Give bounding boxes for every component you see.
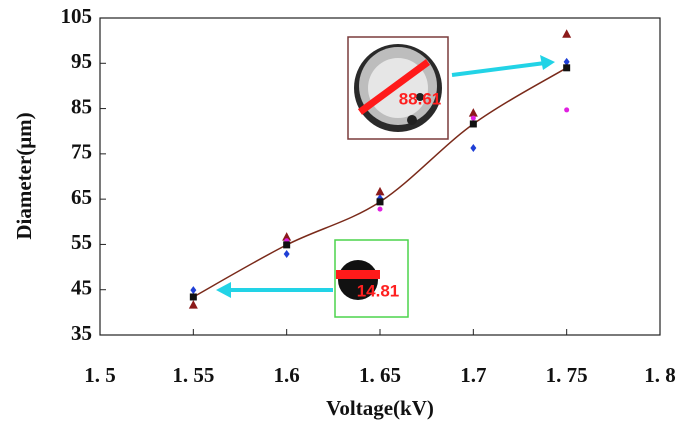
x-tick-label: 1. 5 bbox=[84, 363, 116, 387]
x-axis-title: Voltage(kV) bbox=[326, 396, 434, 420]
chart: Voltage(kV) Diameter(μm) 35 45 55 65 75 85 95 1… bbox=[0, 0, 699, 426]
inset-image-small bbox=[335, 240, 408, 317]
triangle-marker bbox=[189, 300, 198, 309]
x-tick-label: 1. 75 bbox=[546, 363, 588, 387]
y-axis-title: Diameter(μm) bbox=[12, 112, 36, 239]
triangle-marker bbox=[376, 187, 385, 196]
y-tick-label: 95 bbox=[71, 49, 92, 73]
x-tick-label: 1. 8 bbox=[644, 363, 676, 387]
x-tick-label: 1. 55 bbox=[172, 363, 214, 387]
square-marker bbox=[190, 293, 197, 300]
y-tick-label: 45 bbox=[71, 276, 92, 300]
arrow bbox=[452, 55, 555, 75]
circle-marker bbox=[564, 107, 569, 112]
square-marker bbox=[283, 241, 290, 248]
diamond-marker bbox=[190, 286, 196, 294]
y-tick-label: 75 bbox=[71, 140, 92, 164]
square-marker bbox=[377, 198, 384, 205]
x-tick-label: 1.6 bbox=[274, 363, 300, 387]
triangle-marker bbox=[469, 108, 478, 117]
x-tick-label: 1.7 bbox=[460, 363, 486, 387]
diamond-marker bbox=[284, 250, 290, 258]
circle-marker bbox=[378, 207, 383, 212]
y-tick-label: 55 bbox=[71, 230, 92, 254]
x-tick-label: 1. 65 bbox=[359, 363, 401, 387]
triangle-marker bbox=[562, 29, 571, 38]
y-tick-label: 65 bbox=[71, 185, 92, 209]
diamond-marker bbox=[470, 144, 476, 152]
y-tick-label: 85 bbox=[71, 94, 92, 118]
arrow bbox=[216, 282, 333, 298]
inset-image-large bbox=[348, 37, 448, 139]
y-tick-label: 35 bbox=[71, 321, 92, 345]
square-marker bbox=[563, 64, 570, 71]
y-tick-label: 105 bbox=[61, 4, 93, 28]
annotation: 14.81 bbox=[357, 281, 400, 300]
annotation: 88.61 bbox=[399, 89, 442, 108]
square-marker bbox=[470, 120, 477, 127]
circle-marker bbox=[471, 116, 476, 121]
